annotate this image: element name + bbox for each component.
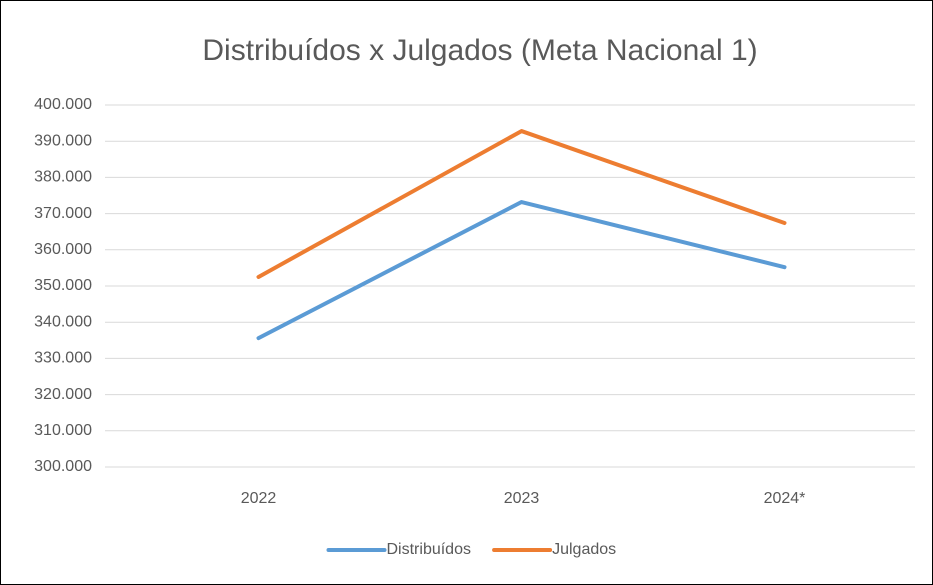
y-tick-label: 390.000 — [34, 132, 92, 149]
y-tick-label: 360.000 — [34, 241, 92, 258]
y-tick-label: 310.000 — [34, 422, 92, 439]
x-tick-label: 2023 — [504, 490, 540, 507]
y-tick-label: 380.000 — [34, 169, 92, 186]
line-series — [256, 129, 787, 279]
x-tick-label: 2022 — [241, 490, 277, 507]
y-tick-label: 350.000 — [34, 277, 92, 294]
legend-label: Julgados — [552, 541, 616, 558]
y-tick-label: 330.000 — [34, 350, 92, 367]
y-tick-label: 340.000 — [34, 313, 92, 330]
legend-label: Distribuídos — [387, 541, 471, 558]
x-tick-label: 2024* — [764, 490, 806, 507]
y-tick-label: 370.000 — [34, 205, 92, 222]
y-tick-label: 320.000 — [34, 386, 92, 403]
chart-title: Distribuídos x Julgados (Meta Nacional 1… — [202, 34, 757, 67]
y-tick-label: 400.000 — [34, 96, 92, 113]
y-tick-label: 300.000 — [34, 458, 92, 475]
line-series — [256, 200, 787, 341]
